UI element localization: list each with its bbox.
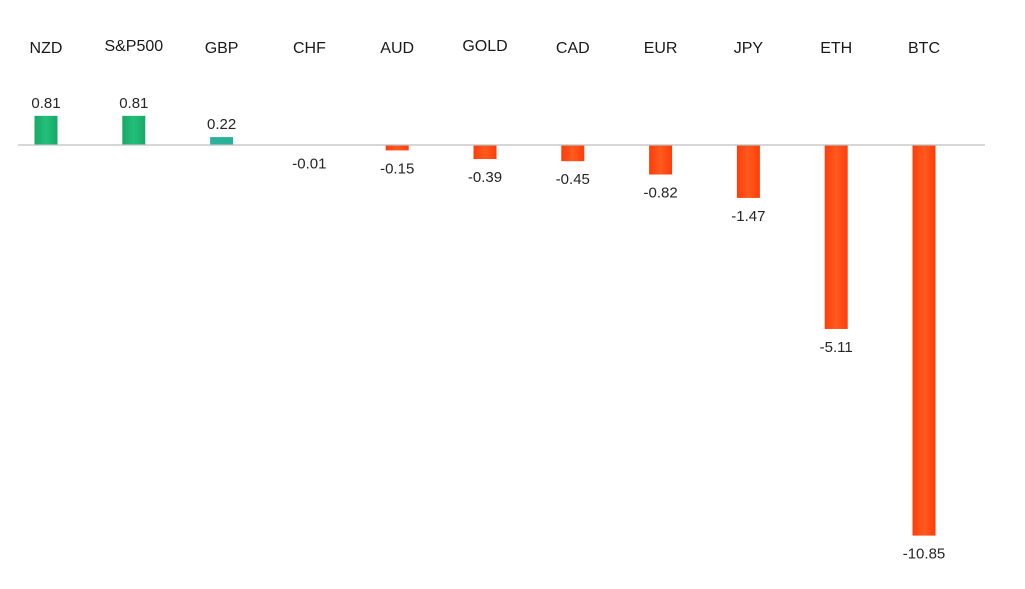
category-label-jpy: JPY: [734, 40, 764, 57]
category-label-eth: ETH: [820, 40, 852, 57]
category-label-nzd: NZD: [30, 40, 63, 57]
category-label-cad: CAD: [556, 40, 590, 57]
bars: [34, 115, 936, 536]
value-label-eth: -5.11: [820, 339, 853, 356]
bar-nzd: [34, 115, 58, 145]
category-label-btc: BTC: [908, 40, 940, 57]
bar-eur: [649, 145, 673, 175]
value-label-gold: -0.39: [468, 169, 502, 186]
category-label-chf: CHF: [293, 40, 326, 57]
value-label-chf: -0.01: [292, 155, 326, 172]
category-labels: NZD S&P500 GBP CHF AUD GOLD CAD EUR JPY ETH BTC: [30, 38, 940, 57]
value-label-aud: -0.15: [380, 160, 414, 177]
value-label-sp500: 0.81: [119, 95, 148, 112]
bar-aud: [385, 145, 409, 151]
bar-jpy: [736, 145, 760, 198]
category-label-eur: EUR: [644, 40, 678, 57]
bar-btc: [912, 145, 936, 536]
category-label-aud: AUD: [380, 40, 414, 57]
category-label-gold: GOLD: [462, 38, 507, 55]
category-label-sp500: S&P500: [104, 38, 163, 55]
value-label-nzd: 0.81: [31, 95, 60, 112]
bar-sp500: [122, 115, 146, 145]
value-label-gbp: 0.22: [207, 116, 236, 133]
bar-eth: [824, 145, 848, 329]
bar-gbp: [210, 137, 234, 145]
value-label-btc: -10.85: [903, 546, 946, 563]
bar-cad: [561, 145, 585, 162]
value-labels: 0.81 0.81 0.22 -0.01 -0.15 -0.39 -0.45 -0.82 -1.…: [31, 95, 945, 563]
value-label-cad: -0.45: [556, 171, 590, 188]
category-label-gbp: GBP: [205, 40, 239, 57]
value-label-eur: -0.82: [643, 185, 677, 202]
value-label-jpy: -1.47: [731, 208, 765, 225]
bar-gold: [473, 145, 497, 160]
